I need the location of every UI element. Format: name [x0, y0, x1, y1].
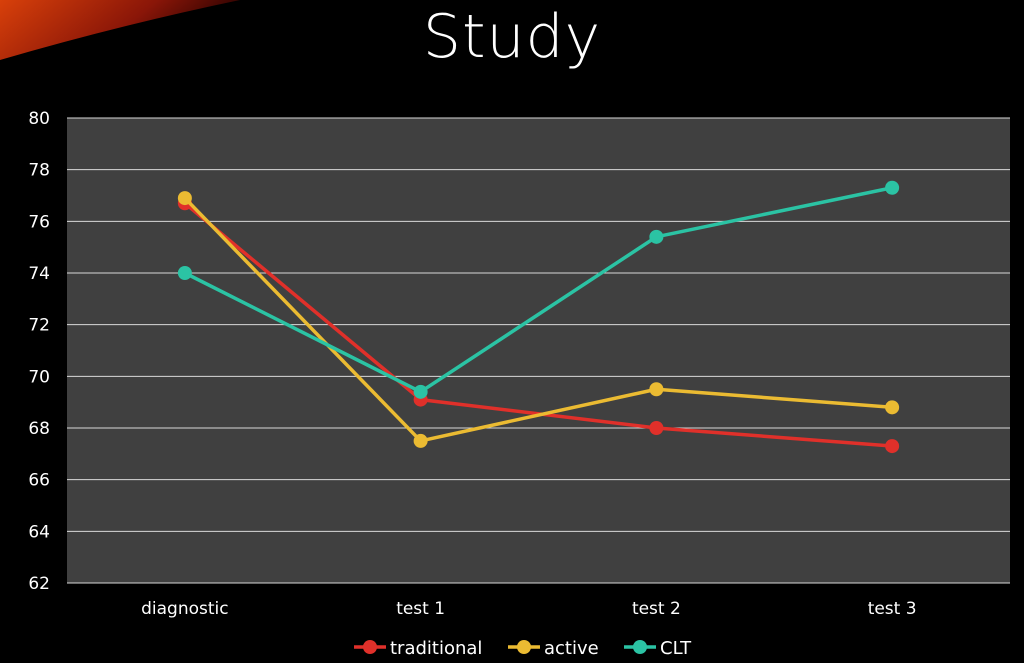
- legend-marker: [363, 640, 377, 654]
- legend-item-CLT: CLT: [624, 638, 692, 659]
- y-tick-label: 78: [28, 161, 50, 181]
- data-point: [649, 229, 664, 244]
- data-point: [885, 400, 900, 415]
- data-point: [413, 384, 428, 399]
- y-tick-label: 76: [28, 212, 50, 232]
- legend-label: traditional: [390, 638, 482, 659]
- data-point: [177, 191, 192, 206]
- y-tick-label: 80: [28, 109, 50, 129]
- legend-item-traditional: traditional: [354, 638, 482, 659]
- data-point: [649, 382, 664, 397]
- y-tick-label: 74: [28, 264, 50, 284]
- data-point: [177, 266, 192, 280]
- chart-title: Study: [422, 2, 602, 72]
- legend-item-active: active: [508, 638, 599, 659]
- y-tick-label: 66: [28, 471, 50, 491]
- y-tick-label: 68: [28, 419, 50, 439]
- legend-label: CLT: [660, 638, 692, 659]
- data-point: [885, 439, 900, 454]
- y-tick-label: 64: [28, 522, 50, 542]
- data-point: [413, 433, 428, 448]
- legend-label: active: [544, 638, 599, 659]
- data-point: [649, 421, 664, 435]
- series-line-CLT: [184, 186, 893, 394]
- series-active: [177, 191, 900, 448]
- y-tick-label: 70: [28, 367, 50, 387]
- data-point: [885, 180, 900, 195]
- y-tick-label: 72: [28, 316, 50, 336]
- legend-marker: [633, 640, 647, 654]
- y-tick-label: 62: [28, 574, 50, 594]
- legend-marker: [517, 640, 531, 654]
- x-tick-label: test 3: [868, 599, 917, 619]
- plot-area: [67, 118, 1010, 583]
- x-tick-label: test 1: [396, 599, 445, 619]
- series-line-active: [183, 196, 893, 443]
- decorative-swoosh: [0, 0, 240, 60]
- x-tick-label: diagnostic: [141, 599, 229, 619]
- x-tick-label: test 2: [632, 599, 681, 619]
- series-CLT: [177, 180, 900, 399]
